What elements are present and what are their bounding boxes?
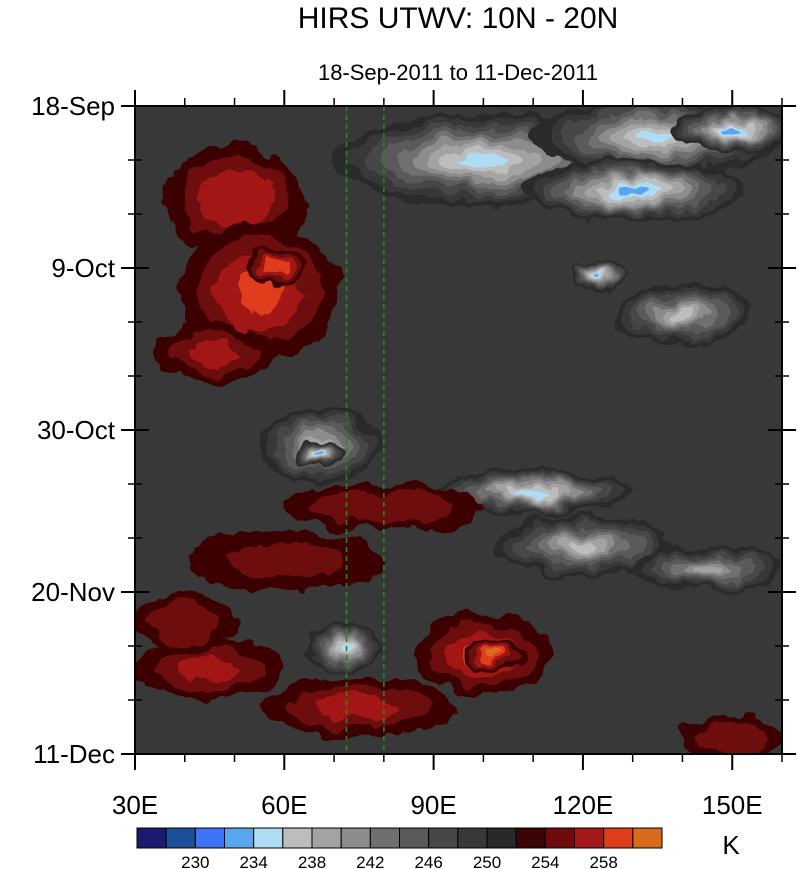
contour-region [461, 153, 506, 167]
contour-region [226, 543, 343, 580]
contour-region [639, 131, 677, 143]
x-tick-label: 120E [553, 790, 614, 820]
contour-region [190, 340, 240, 366]
contour-region [518, 488, 548, 496]
contour-region [317, 695, 400, 721]
contour-region [266, 263, 283, 273]
contour-region [617, 186, 648, 196]
contour-region [594, 273, 602, 278]
colorbar-swatch [457, 827, 488, 849]
contour-region [212, 181, 257, 216]
colorbar-swatch [574, 827, 605, 849]
x-tick-label: 30E [112, 790, 158, 820]
y-tick-label: 11-Dec [33, 739, 115, 769]
contour-region [164, 610, 206, 636]
contour-region [693, 564, 722, 574]
y-tick-label: 9-Oct [51, 253, 115, 283]
contour-region [711, 729, 753, 749]
y-tick-label: 20-Nov [31, 577, 115, 607]
colorbar-swatch [136, 827, 167, 849]
colorbar-swatch [165, 827, 196, 849]
colorbar-label: 242 [356, 853, 384, 869]
colorbar-unit: K [722, 830, 740, 860]
colorbar-swatch [340, 827, 371, 849]
colorbar-swatch [224, 827, 255, 849]
colorbar-swatch [544, 827, 575, 849]
colorbar-swatch [311, 827, 342, 849]
contour-region [567, 540, 598, 551]
chart-title: HIRS UTWV: 10N - 20N [298, 2, 619, 35]
contour-region [178, 656, 241, 682]
colorbar-swatch [253, 827, 284, 849]
colorbar-swatch [632, 827, 663, 849]
contour-region [670, 309, 695, 320]
y-tick-label: 30-Oct [37, 415, 116, 445]
colorbar-label: 246 [414, 853, 442, 869]
colorbar-label: 258 [589, 853, 617, 869]
colorbar-label: 250 [473, 853, 501, 869]
contour-region [338, 642, 350, 650]
x-tick-label: 60E [261, 790, 307, 820]
colorbar-swatch [428, 827, 459, 849]
x-tick-label: 150E [702, 790, 763, 820]
colorbar-swatch [194, 827, 225, 849]
contour-region [315, 451, 323, 456]
colorbar-swatch [282, 827, 313, 849]
colorbar-label: 238 [298, 853, 326, 869]
contour-region [342, 497, 425, 517]
colorbar-swatch [515, 827, 546, 849]
colorbar-swatch [369, 827, 401, 849]
colorbar-swatch [603, 827, 634, 849]
chart-subtitle: 18-Sep-2011 to 11-Dec-2011 [318, 60, 598, 85]
x-tick-label: 90E [410, 790, 456, 820]
contour-region [485, 649, 502, 658]
colorbar-label: 254 [531, 853, 559, 869]
colorbar-label: 230 [181, 853, 209, 869]
colorbar-swatch [399, 827, 430, 849]
plot-area [135, 106, 782, 754]
y-tick-label: 18-Sep [31, 91, 115, 121]
contour-region [724, 126, 741, 133]
colorbar-swatch [486, 827, 517, 849]
colorbar-label: 234 [239, 853, 267, 869]
